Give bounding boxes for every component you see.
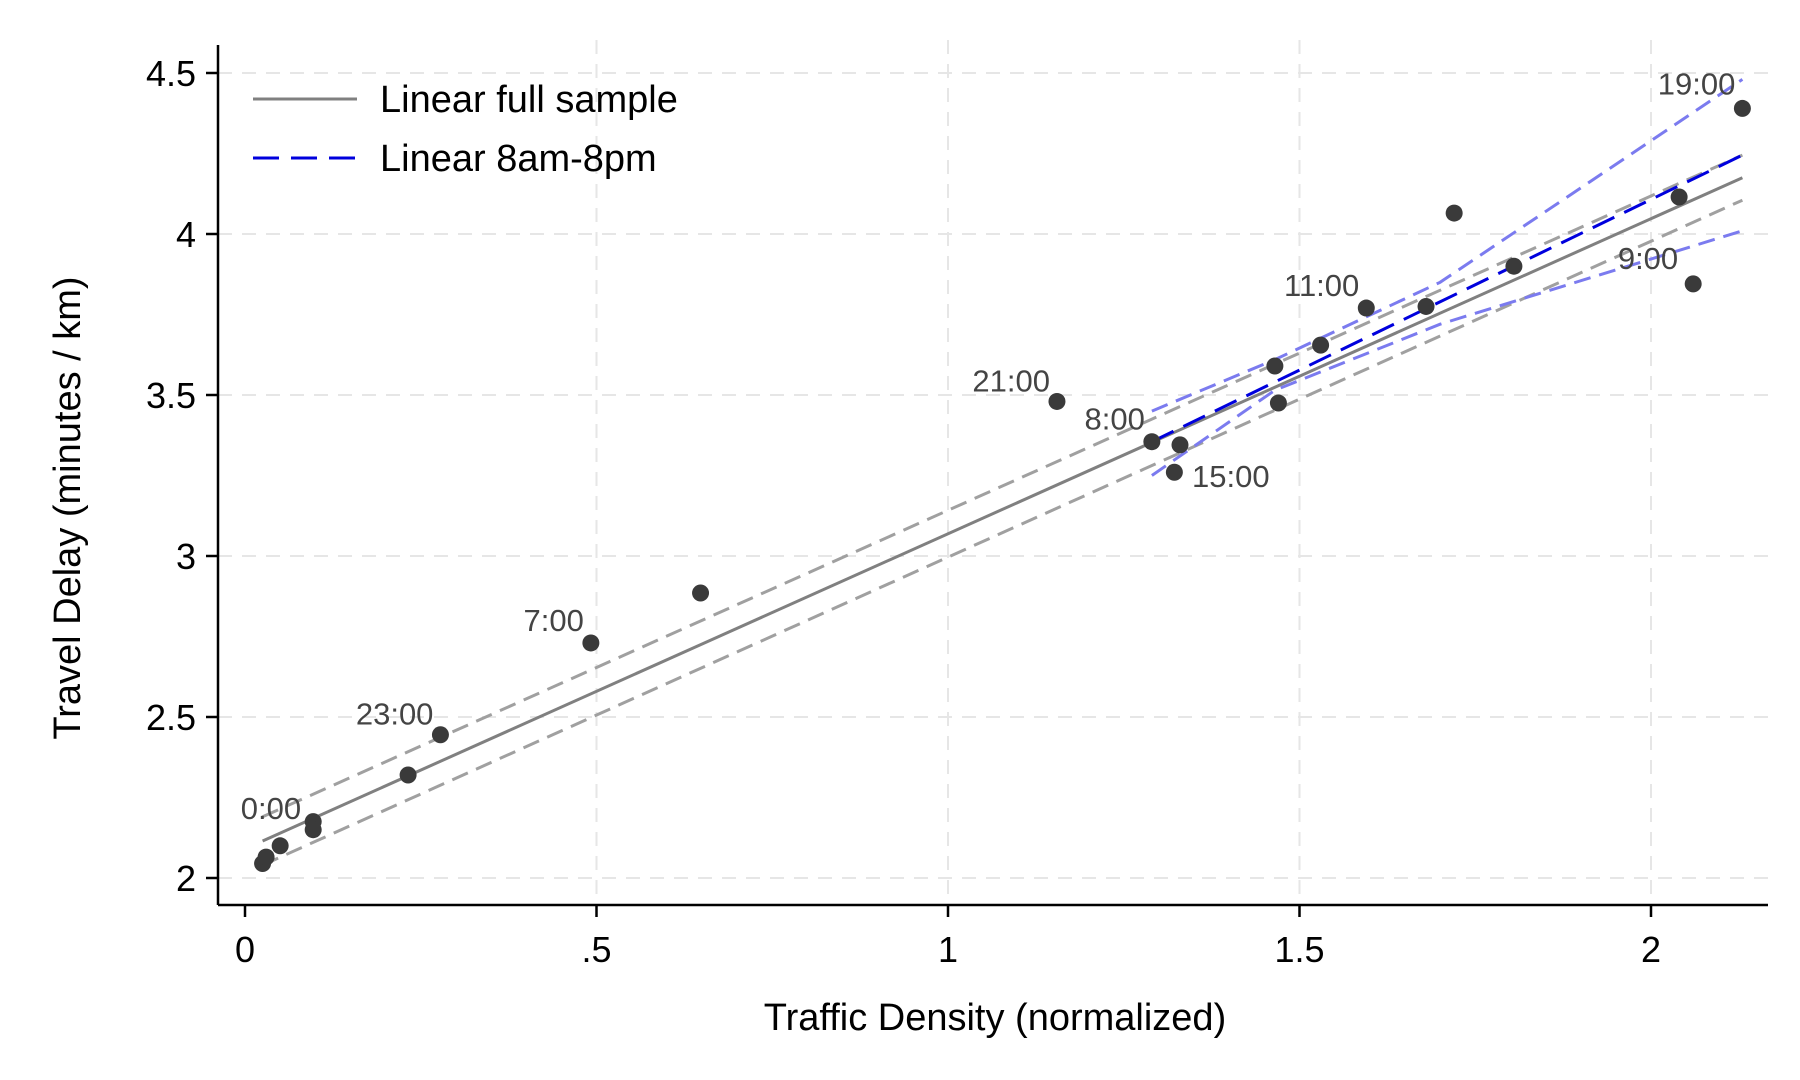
point-label: 15:00 [1192, 459, 1270, 494]
data-points: 0:00 23:00 7:00 21:00 8:00 15:00 11:00 9:00 19:0… [241, 66, 1751, 873]
legend-label-full-sample: Linear full sample [380, 79, 678, 121]
data-point [1417, 297, 1435, 315]
y-tick-label: 3 [176, 536, 196, 577]
y-tick-label: 4.5 [146, 53, 196, 94]
fit-line-full-sample [261, 176, 1744, 843]
fit-lines [261, 78, 1744, 867]
data-point [431, 726, 449, 744]
confidence-band-line [1151, 78, 1744, 413]
data-point [1445, 204, 1463, 222]
data-point [1143, 433, 1161, 451]
point-label: 7:00 [524, 603, 584, 638]
y-tick-label: 2 [176, 858, 196, 899]
data-point [1266, 357, 1284, 375]
point-label: 9:00 [1618, 241, 1678, 276]
data-point [1269, 394, 1287, 412]
fit-line-8am-8pm [1151, 153, 1744, 444]
y-tick-label: 4 [176, 214, 196, 255]
data-point [1171, 436, 1189, 454]
x-axis-title: Traffic Density (normalized) [764, 997, 1226, 1039]
point-label: 21:00 [972, 363, 1050, 398]
legend: Linear full sample Linear 8am-8pm [253, 79, 678, 180]
confidence-band-line [261, 198, 1744, 867]
x-tick-label: 2 [1641, 929, 1661, 970]
legend-label-8am-8pm: Linear 8am-8pm [380, 138, 657, 180]
data-point [1684, 275, 1702, 293]
data-point [1733, 99, 1751, 117]
data-point [692, 584, 710, 602]
data-point [1670, 188, 1688, 206]
x-tick-label: 0 [235, 929, 255, 970]
y-axis-title: Travel Delay (minutes / km) [47, 276, 89, 739]
confidence-band-line [261, 153, 1744, 819]
confidence-band-line [1151, 229, 1743, 477]
data-point [1165, 463, 1183, 481]
point-label: 19:00 [1658, 66, 1736, 101]
y-tick-label: 3.5 [146, 375, 196, 416]
data-point [257, 848, 275, 866]
data-point [271, 837, 289, 855]
axes: 0 .5 1 1.5 2 2 2.5 3 3.5 4 4.5 [146, 45, 1768, 970]
data-point [1505, 257, 1523, 275]
grid [218, 40, 1768, 905]
data-point [399, 766, 417, 784]
x-tick-label: 1 [938, 929, 958, 970]
x-tick-label: 1.5 [1274, 929, 1324, 970]
data-point [1312, 336, 1330, 354]
data-point [304, 821, 322, 839]
point-label: 23:00 [356, 697, 434, 732]
point-label: 0:00 [241, 791, 301, 826]
data-point [582, 634, 600, 652]
data-point [1048, 392, 1066, 410]
point-label: 11:00 [1284, 268, 1359, 303]
data-point [1357, 299, 1375, 317]
point-label: 8:00 [1085, 402, 1145, 437]
y-tick-label: 2.5 [146, 697, 196, 738]
x-tick-label: .5 [581, 929, 611, 970]
